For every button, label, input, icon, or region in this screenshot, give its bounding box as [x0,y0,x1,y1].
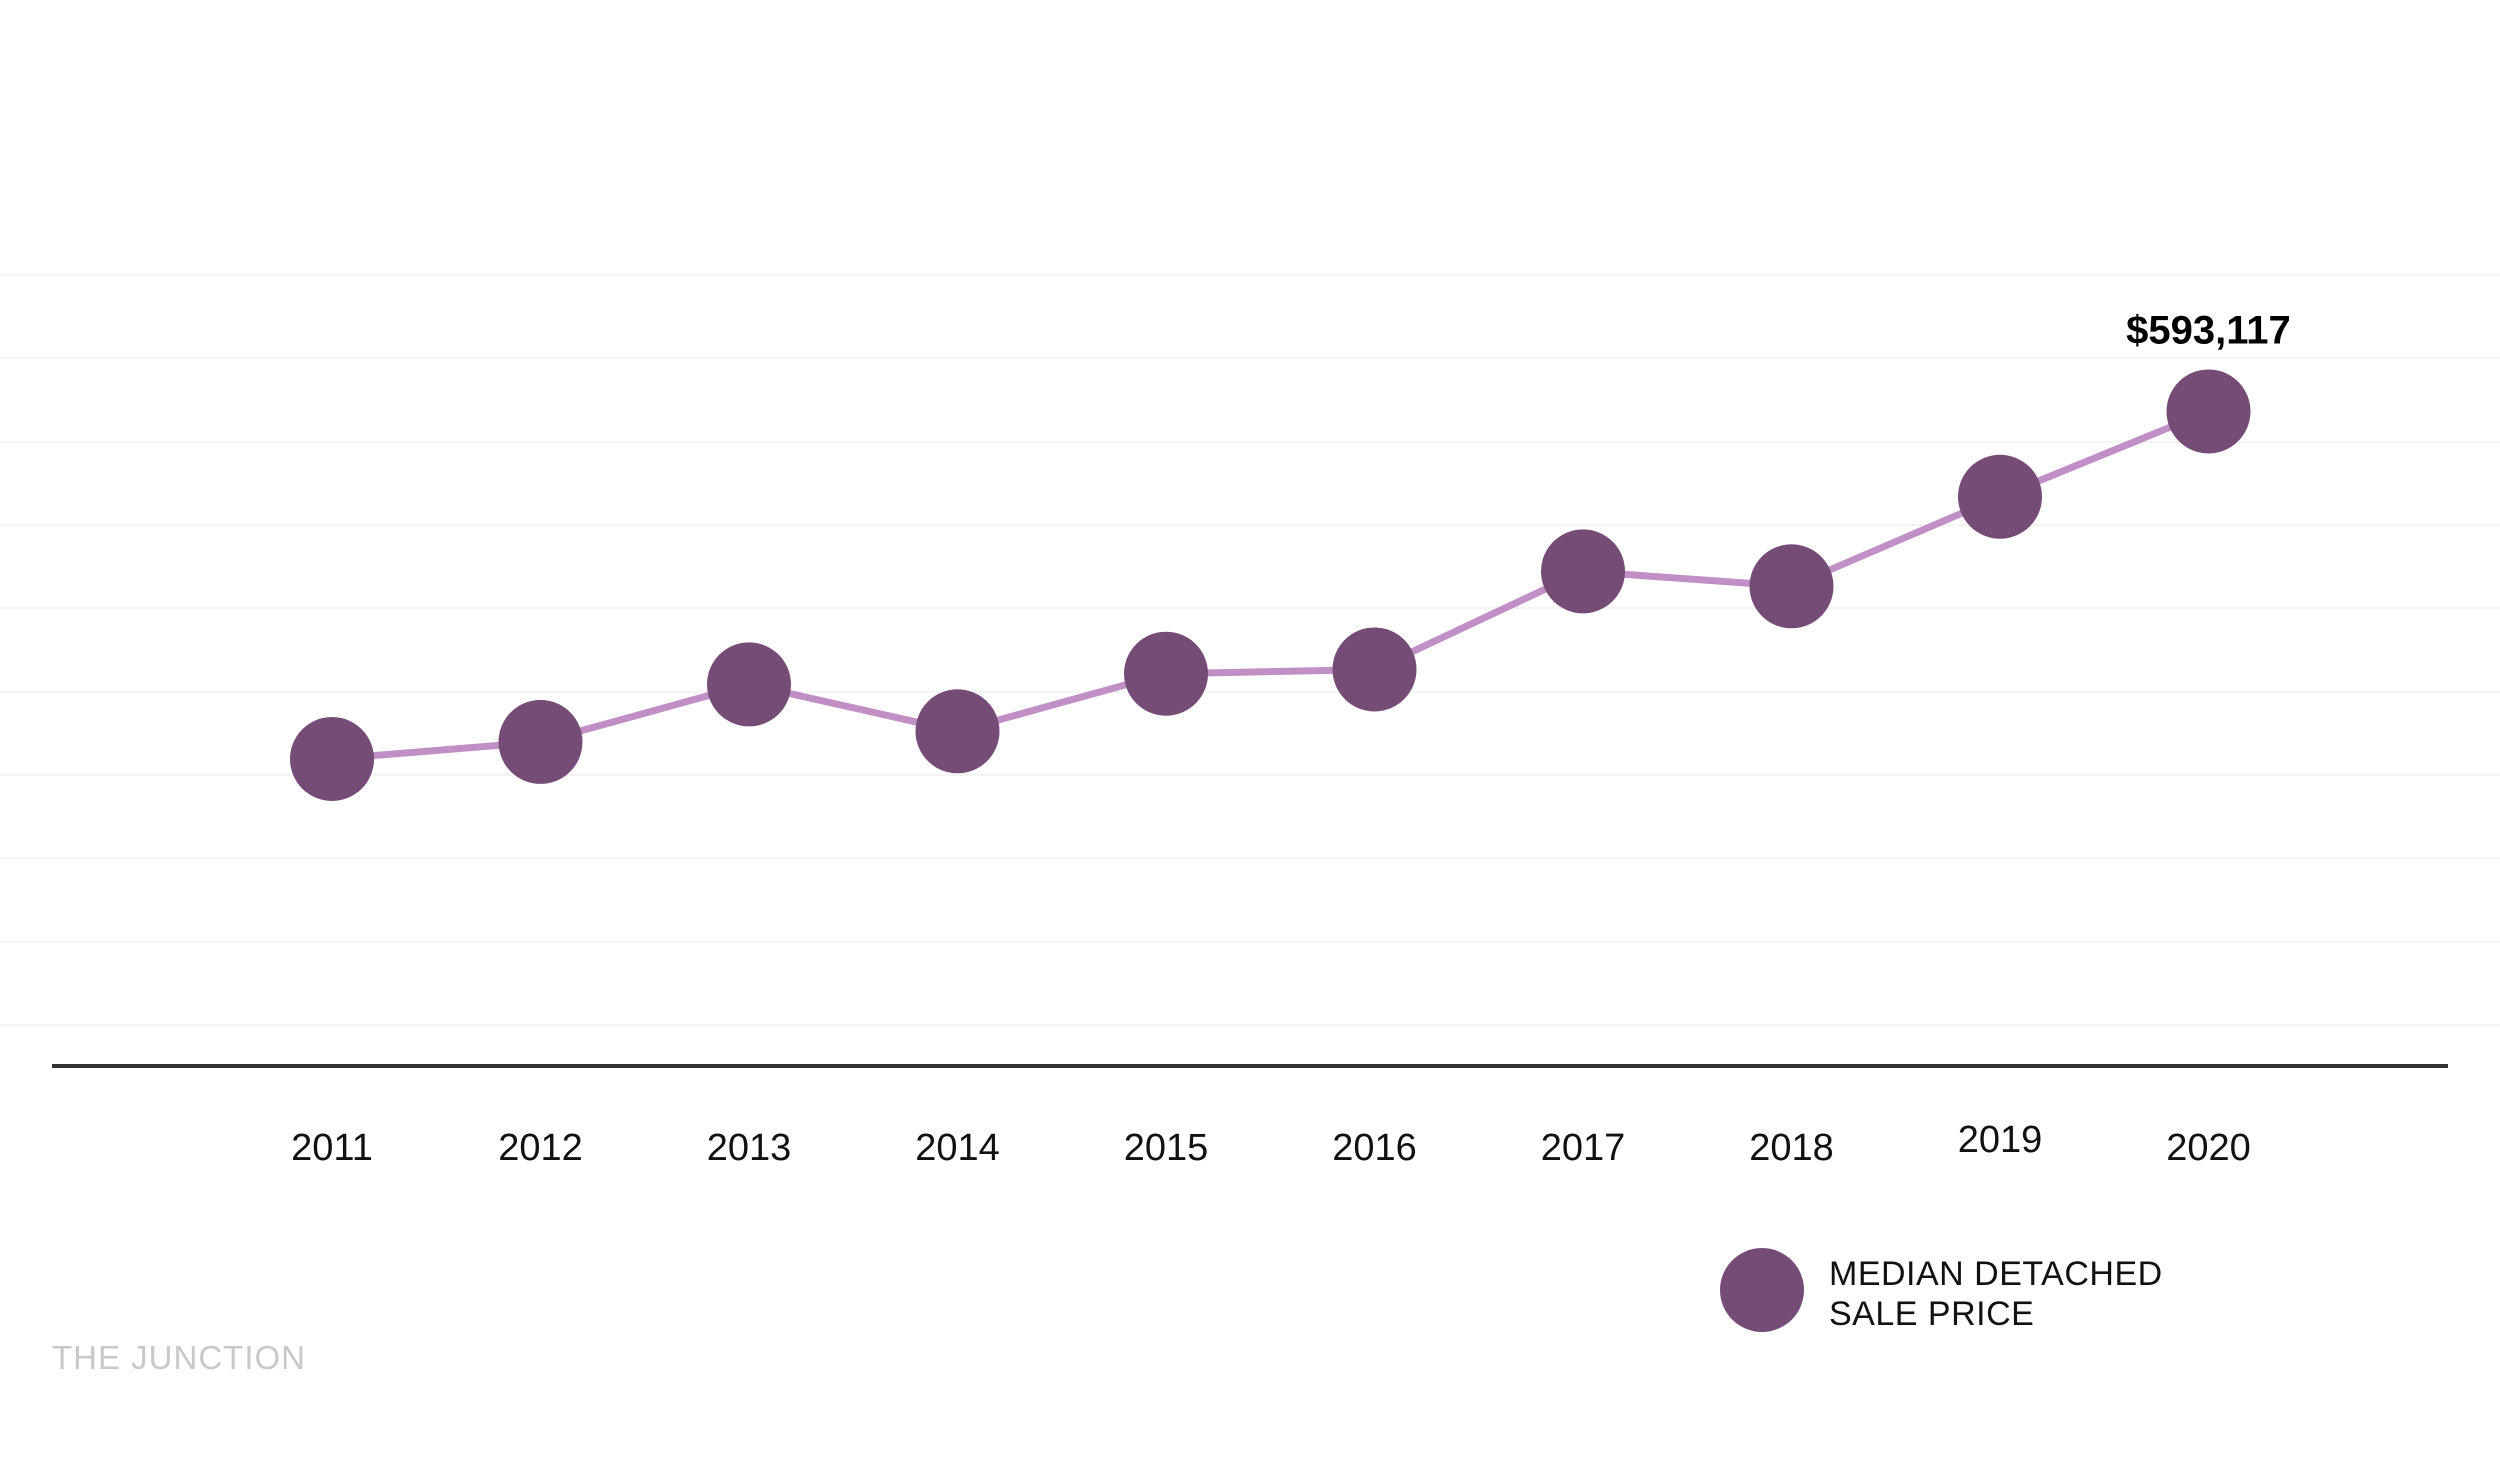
legend-marker [1720,1248,1804,1332]
x-tick-label-2018: 2018 [1749,1127,1834,1169]
x-tick-label-2014: 2014 [915,1127,1000,1169]
x-tick-label-2020: 2020 [2166,1127,2251,1169]
legend-label-line-1: MEDIAN DETACHED [1829,1255,2163,1293]
x-tick-labels: 2011 2012 2013 2014 2015 2016 2017 2018 2019 2020 [291,1119,2251,1169]
data-point-2018 [1749,544,1834,629]
legend: MEDIAN DETACHED SALE PRICE [1720,1248,2163,1333]
x-tick-label-2017: 2017 [1541,1127,1626,1169]
x-tick-label-2013: 2013 [707,1127,792,1169]
x-tick-label-2019: 2019 [1958,1119,2043,1161]
data-point-2016 [1332,627,1417,712]
series-layer [290,369,2251,801]
x-tick-label-2011: 2011 [291,1127,373,1169]
legend-label-line-2: SALE PRICE [1829,1295,2034,1333]
data-point-2020 [2166,369,2251,454]
data-point-2017 [1541,529,1625,614]
data-point-2011 [290,716,374,801]
x-tick-label-2012: 2012 [498,1127,583,1169]
data-point-2019 [1958,454,2042,539]
data-point-2015 [1124,631,1208,716]
value-annotation: $593,117 [2126,308,2291,352]
series-line [331,408,2210,763]
brand-footer: THE JUNCTION [52,1339,306,1376]
data-point-2012 [498,699,583,784]
x-tick-label-2016: 2016 [1332,1127,1417,1169]
x-tick-label-2015: 2015 [1124,1127,1209,1169]
data-point-2014 [915,689,1000,774]
data-point-2013 [707,642,791,727]
gridlines [0,274,2500,1026]
